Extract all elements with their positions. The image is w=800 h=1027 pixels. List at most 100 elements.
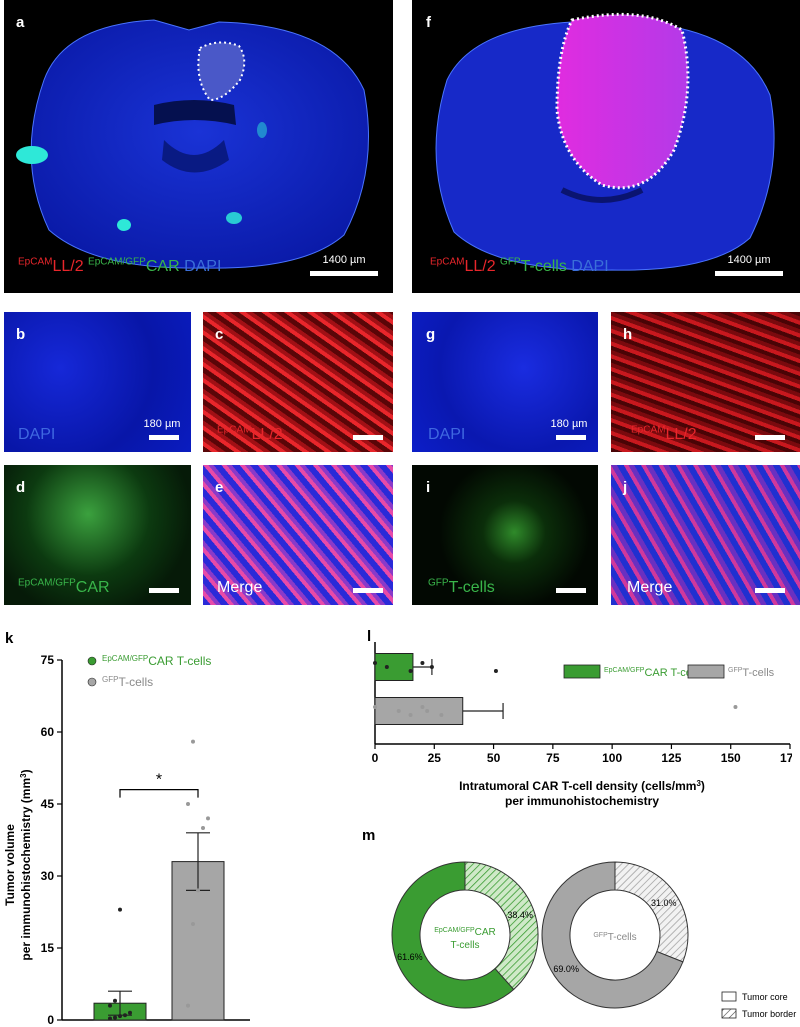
panel-f-stain-label: EpCAMLL/2 GFPT-cells DAPI [430,256,609,276]
stain-sup: EpCAM [217,424,252,436]
legend-swatch-grey [687,664,725,679]
legend: Tumor core Tumor border [721,991,796,1019]
data-point [493,669,498,673]
pie-1-center-label-2: T-cells [451,940,480,951]
stain-tcells: T-cells [448,579,495,596]
x-axis-label-end: ) [701,779,705,793]
legend-swatch-green [563,664,601,679]
panel-a-brain-section: a 1400 µm EpCAMLL/2 EpCAM/GFPCAR DAPI [4,0,393,293]
panel-letter: g [426,326,436,343]
data-point [384,665,389,669]
panel-letter: h [623,326,633,343]
stain-sup: GFP [428,577,449,589]
scale-bar [556,435,586,440]
y-axis-label-line1: Tumor volume [3,824,17,906]
y-tick-label: 15 [41,941,55,955]
data-point [113,1015,117,1020]
data-point [373,705,377,709]
x-tick-label: 175 [780,751,792,765]
scale-bar-label: 180 µm [143,418,181,430]
bar-gfp-tcells [374,697,464,725]
panel-letter: l [367,628,372,645]
stain-car: CAR [75,579,110,596]
data-point [420,705,425,709]
pie-label-border: 31.0% [651,898,677,908]
legend-swatch-green [87,656,97,666]
panel-j-merge: j Merge [611,465,800,605]
panel-label: Merge [627,579,673,596]
stain-sup: EpCAM [631,424,666,436]
pie-slice-core [541,861,684,1009]
center-text: T-cells [608,932,637,943]
pie-slice-border [464,861,539,991]
stain-sup: EpCAM [430,256,465,268]
panel-label: Merge [217,579,263,596]
panel-label: GFPT-cells [428,577,495,597]
panel-label: EpCAMLL/2 [631,424,697,444]
stain-sup: GFP [500,256,521,268]
x-tick-label: 50 [487,751,501,765]
pie-label-core: 69.0% [553,964,579,974]
stain-tcells: T-cells [520,258,567,275]
stain-sup: EpCAM [18,256,53,268]
data-point [439,713,444,717]
data-point [186,802,190,806]
pie-2-center-label: GFPT-cells [593,932,636,943]
y-axis-label-line2: per immunohistochemistry (mm [19,778,33,961]
data-point [420,661,425,665]
significance-star: * [156,772,162,789]
stain-sup: EpCAM/GFP [88,256,146,268]
legend-item-gfp: GFPT-cells [102,675,153,689]
stain-ll2: LL/2 [665,426,697,443]
data-point [425,709,430,713]
data-point [396,709,401,713]
y-axis-label-end: ) [19,769,33,773]
panel-g-dapi: g DAPI 180 µm [412,312,598,452]
stain-dapi: DAPI [571,258,609,275]
data-point [191,922,195,926]
data-point [733,705,738,709]
chart-m-distribution: 38.4% 61.6% 31.0% 69.0% EpCAM/GFPCAR T-cell… [391,861,796,1019]
scale-bar-label: 1400 µm [322,254,366,266]
legend-sup: GFP [728,667,743,674]
pie-label-core: 61.6% [397,952,423,962]
data-point [196,888,200,893]
significance-bracket [119,789,199,798]
panel-e-merge: e Merge [203,465,393,605]
scale-bar [149,588,179,593]
panel-letter: m [362,827,376,844]
legend-swatch-border [721,1008,737,1019]
panel-letter: k [5,630,14,647]
y-axis-label: Tumor volume [3,824,17,906]
pie-1-center-label: EpCAM/GFPCAR [434,927,496,938]
y-axis-label-sup: 3 [19,773,28,778]
panel-b-dapi: b DAPI 180 µm [4,312,191,452]
scale-bar [755,435,785,440]
panel-c-epcam: c EpCAMLL/2 [203,312,393,452]
scale-bar [755,588,785,593]
panel-i-tcells: i GFPT-cells [412,465,598,605]
panel-a-stain-label: EpCAMLL/2 EpCAM/GFPCAR DAPI [18,256,221,276]
stain-sup: EpCAM/GFP [18,577,76,589]
y-tick-label: 45 [41,797,55,811]
data-point [118,1014,122,1019]
x-tick-label: 125 [661,751,681,765]
legend: EpCAM/GFPCAR T-cells GFPT-cells [87,654,211,689]
scale-bar [353,435,383,440]
panel-h-epcam: h EpCAMLL/2 [611,312,800,452]
panel-letter: b [16,326,26,343]
panel-label: EpCAMLL/2 [217,424,283,444]
panel-letter: j [623,479,628,496]
chart-k-tumor-volume: Tumor volume per immunohistochemistry (m… [3,653,250,1025]
legend-item-gfp: GFPT-cells [728,667,775,679]
legend-swatch-core [721,991,737,1002]
scale-bar-label: 180 µm [550,418,588,430]
scale-bar [556,588,586,593]
x-tick-label: 75 [546,751,560,765]
legend-text: T-cells [742,667,774,679]
pie-slice-core [391,861,515,1009]
data-point [408,669,413,673]
y-tick-label: 60 [41,725,55,739]
legend-sup: EpCAM/GFP [604,667,645,674]
data-point [128,1010,132,1015]
